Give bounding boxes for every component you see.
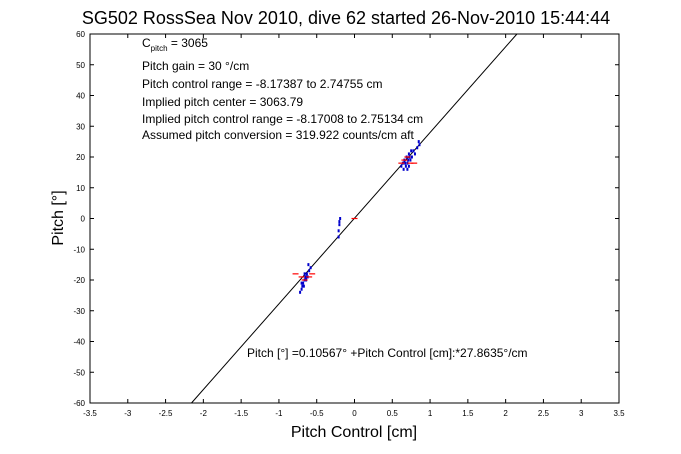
x-axis-label: Pitch Control [cm]	[291, 424, 417, 441]
data-point	[406, 167, 409, 171]
data-point	[418, 143, 421, 147]
c-pitch-main: C	[142, 36, 151, 50]
pitch-control-range-annotation: Pitch control range = -8.17387 to 2.7475…	[142, 77, 383, 91]
data-point	[302, 281, 305, 285]
c-pitch-value: = 3065	[168, 36, 209, 50]
data-point	[412, 149, 415, 153]
data-point	[404, 161, 407, 165]
data-point	[413, 152, 416, 156]
x-tick-label: 3.5	[613, 409, 625, 418]
data-point	[303, 272, 306, 276]
x-tick-label: -1.5	[234, 409, 248, 418]
data-point	[301, 284, 304, 288]
y-tick-label: -20	[73, 276, 85, 285]
y-tick-label: 40	[76, 92, 85, 101]
y-tick-label: -10	[73, 245, 85, 254]
x-tick-label: 1	[428, 409, 433, 418]
y-tick-label: 50	[76, 61, 85, 70]
x-tick-label: 2	[503, 409, 508, 418]
data-point	[299, 290, 302, 294]
c-pitch-subscript: pitch	[151, 44, 168, 53]
data-point	[302, 284, 305, 288]
data-point	[339, 217, 342, 220]
data-point	[337, 229, 340, 233]
data-point	[407, 164, 410, 168]
data-point	[409, 158, 412, 162]
x-tick-label: 3	[579, 409, 584, 418]
data-point	[407, 152, 410, 156]
x-tick-label: -1	[275, 409, 283, 418]
data-point	[402, 167, 405, 171]
data-point	[407, 158, 410, 162]
y-tick-label: -60	[73, 399, 85, 408]
data-point	[309, 266, 312, 270]
data-point	[338, 220, 341, 224]
data-point	[308, 269, 311, 273]
x-tick-label: 0.5	[387, 409, 399, 418]
y-tick-label: -30	[73, 307, 85, 316]
y-tick-label: 30	[76, 122, 85, 131]
data-point	[417, 140, 420, 144]
x-axis-ticks: -3.5 -3 -2.5 -2 -1.5 -1 -0.5 0 0.5 1 1.5 2 2.5 3 3.5	[83, 34, 625, 418]
data-point	[410, 149, 413, 153]
y-tick-label: 60	[76, 30, 85, 39]
y-tick-label: 10	[76, 184, 85, 193]
chart-title: SG502 RossSea Nov 2010, dive 62 started …	[82, 8, 610, 28]
y-tick-label: 20	[76, 153, 85, 162]
x-tick-label: 0	[352, 409, 357, 418]
data-point	[305, 275, 308, 279]
implied-pitch-control-range-annotation: Implied pitch control range = -8.17008 t…	[142, 112, 423, 126]
data-point	[404, 164, 407, 168]
data-point	[338, 223, 341, 227]
annotation-block: Cpitch = 3065 Pitch gain = 30 °/cm Pitch…	[142, 36, 528, 360]
c-pitch-annotation: Cpitch = 3065	[142, 36, 208, 53]
x-tick-label: -2	[200, 409, 208, 418]
plot-area	[89, 33, 620, 404]
data-point	[406, 161, 409, 165]
data-point	[300, 287, 303, 291]
data-point	[400, 164, 403, 168]
data-point	[337, 235, 340, 239]
data-point	[307, 263, 310, 267]
x-tick-label: -2.5	[159, 409, 173, 418]
implied-pitch-center-annotation: Implied pitch center = 3063.79	[142, 95, 303, 109]
data-point	[305, 272, 308, 276]
x-tick-label: -0.5	[310, 409, 324, 418]
data-point	[300, 281, 303, 285]
pitch-gain-annotation: Pitch gain = 30 °/cm	[142, 59, 249, 73]
y-axis-ticks: -60 -50 -40 -30 -20 -10 0 10 20 30 40 50 60	[73, 30, 619, 408]
x-tick-label: -3.5	[83, 409, 97, 418]
data-points-layer	[292, 140, 421, 294]
data-point	[416, 146, 419, 150]
y-axis-label: Pitch [°]	[50, 190, 67, 245]
fit-equation-annotation: Pitch [°] =0.10567° +Pitch Control [cm]:…	[247, 346, 528, 360]
y-tick-label: -40	[73, 338, 85, 347]
y-tick-label: 0	[81, 215, 86, 224]
x-tick-label: 1.5	[462, 409, 474, 418]
y-tick-label: -50	[73, 368, 85, 377]
x-tick-label: -3	[124, 409, 132, 418]
assumed-pitch-conversion-annotation: Assumed pitch conversion = 319.922 count…	[142, 128, 414, 142]
data-point	[410, 155, 413, 159]
x-tick-label: 2.5	[538, 409, 550, 418]
